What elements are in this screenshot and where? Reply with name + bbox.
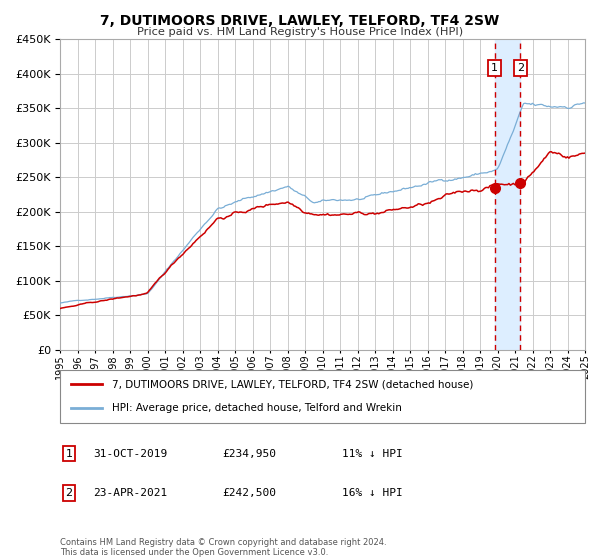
Text: 7, DUTIMOORS DRIVE, LAWLEY, TELFORD, TF4 2SW (detached house): 7, DUTIMOORS DRIVE, LAWLEY, TELFORD, TF4…	[113, 380, 474, 390]
Text: 1: 1	[491, 63, 498, 73]
Text: Contains HM Land Registry data © Crown copyright and database right 2024.
This d: Contains HM Land Registry data © Crown c…	[60, 538, 386, 557]
Text: 11% ↓ HPI: 11% ↓ HPI	[342, 449, 403, 459]
Text: 31-OCT-2019: 31-OCT-2019	[93, 449, 167, 459]
Text: 2: 2	[65, 488, 73, 498]
Text: 7, DUTIMOORS DRIVE, LAWLEY, TELFORD, TF4 2SW: 7, DUTIMOORS DRIVE, LAWLEY, TELFORD, TF4…	[100, 14, 500, 28]
Text: 23-APR-2021: 23-APR-2021	[93, 488, 167, 498]
Text: £242,500: £242,500	[222, 488, 276, 498]
Bar	[494, 39, 520, 350]
Text: £234,950: £234,950	[222, 449, 276, 459]
Text: 1: 1	[65, 449, 73, 459]
Text: 2: 2	[517, 63, 524, 73]
Text: Price paid vs. HM Land Registry's House Price Index (HPI): Price paid vs. HM Land Registry's House …	[137, 27, 463, 37]
Text: HPI: Average price, detached house, Telford and Wrekin: HPI: Average price, detached house, Telf…	[113, 403, 403, 413]
Text: 16% ↓ HPI: 16% ↓ HPI	[342, 488, 403, 498]
